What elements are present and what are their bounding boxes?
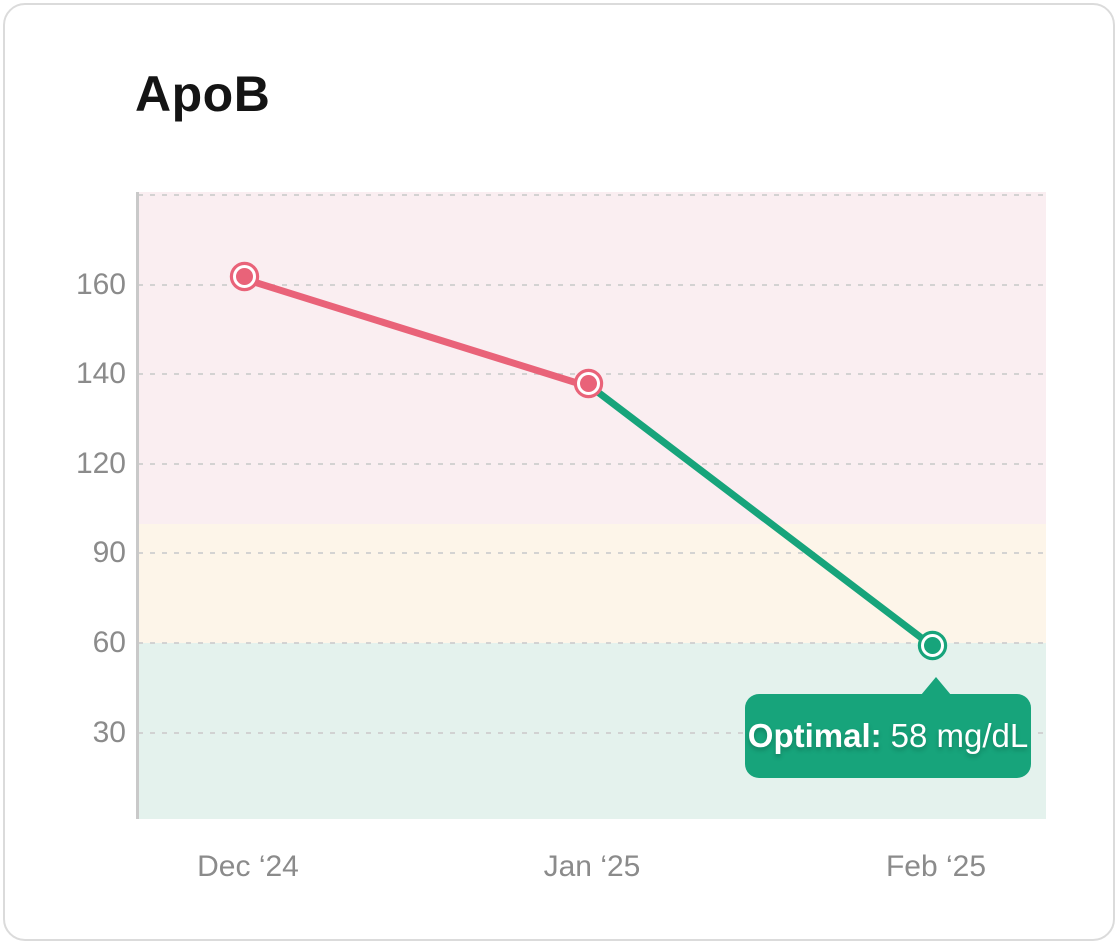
zone-high bbox=[138, 192, 1046, 524]
y-axis-tick-label: 30 bbox=[92, 715, 126, 749]
gridline-180 bbox=[138, 194, 1046, 196]
optimal-tooltip: Optimal: 58 mg/dL bbox=[745, 676, 1031, 778]
tooltip-value: 58 mg/dL bbox=[890, 716, 1029, 754]
zone-borderline bbox=[138, 523, 1046, 643]
chart-title: ApoB bbox=[135, 66, 271, 122]
data-point[interactable] bbox=[920, 633, 944, 657]
tooltip-label: Optimal: bbox=[747, 716, 882, 754]
y-axis-tick-label: 140 bbox=[75, 357, 126, 391]
y-axis-tick-label: 60 bbox=[92, 626, 126, 659]
y-axis-tick-label: 120 bbox=[75, 446, 126, 480]
trend-line bbox=[244, 276, 940, 653]
chart-card: ApoB Optimal: 58 mg/dL 160 140 120 90 60 30 De… bbox=[3, 3, 1115, 941]
trend-segment bbox=[244, 276, 596, 392]
x-axis-label: Feb ‘25 bbox=[885, 850, 987, 883]
data-point[interactable] bbox=[232, 264, 256, 288]
gridline-120 bbox=[138, 462, 1046, 465]
x-axis-label: Dec ‘24 bbox=[197, 850, 299, 883]
gridline-160 bbox=[138, 283, 1046, 286]
x-axis-label: Jan ‘25 bbox=[543, 850, 641, 883]
trend-segment bbox=[588, 384, 940, 653]
gridline-90 bbox=[138, 552, 1046, 555]
y-axis-tick-label: 90 bbox=[92, 536, 126, 570]
y-axis-line bbox=[136, 192, 139, 819]
tooltip-arrow bbox=[921, 676, 951, 695]
gridline-60 bbox=[138, 642, 1046, 644]
data-point[interactable] bbox=[576, 372, 600, 396]
plot-area: Optimal: 58 mg/dL bbox=[136, 192, 1046, 819]
y-axis-tick-label: 160 bbox=[75, 267, 126, 301]
gridline-30 bbox=[138, 731, 1046, 734]
